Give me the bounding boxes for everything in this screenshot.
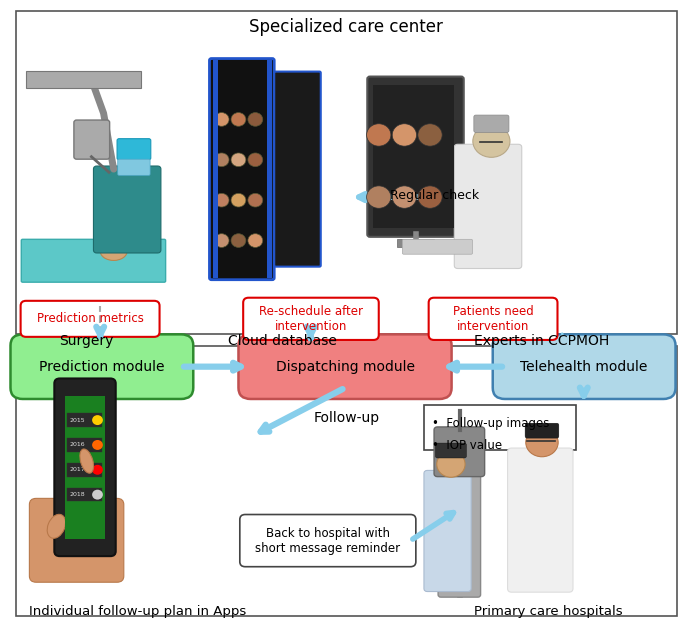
Circle shape xyxy=(214,153,229,167)
FancyBboxPatch shape xyxy=(21,240,166,282)
FancyBboxPatch shape xyxy=(93,166,161,253)
FancyBboxPatch shape xyxy=(438,437,481,597)
Text: 2016: 2016 xyxy=(69,442,85,447)
Bar xyxy=(397,240,434,246)
FancyBboxPatch shape xyxy=(243,298,379,340)
FancyBboxPatch shape xyxy=(274,72,321,266)
Circle shape xyxy=(418,124,442,146)
Circle shape xyxy=(92,465,103,475)
FancyBboxPatch shape xyxy=(54,379,116,556)
Text: Primary care hospitals: Primary care hospitals xyxy=(475,605,623,618)
Bar xyxy=(23,45,168,306)
FancyBboxPatch shape xyxy=(508,448,573,592)
Bar xyxy=(424,405,575,450)
Bar xyxy=(26,71,140,89)
Bar xyxy=(266,61,272,278)
Circle shape xyxy=(214,112,229,126)
FancyBboxPatch shape xyxy=(424,470,471,592)
Text: Re-schedule after
intervention: Re-schedule after intervention xyxy=(259,305,363,333)
Circle shape xyxy=(231,193,246,207)
FancyArrowPatch shape xyxy=(307,327,314,338)
Circle shape xyxy=(231,234,246,247)
Ellipse shape xyxy=(473,125,510,157)
Bar xyxy=(16,11,677,334)
Circle shape xyxy=(92,440,103,450)
FancyArrowPatch shape xyxy=(97,327,104,336)
FancyBboxPatch shape xyxy=(117,139,151,160)
FancyBboxPatch shape xyxy=(429,298,558,340)
FancyArrowPatch shape xyxy=(449,363,502,371)
Circle shape xyxy=(214,234,229,247)
Text: Patients need
intervention: Patients need intervention xyxy=(453,305,534,333)
Circle shape xyxy=(92,415,103,425)
Circle shape xyxy=(248,112,263,126)
Text: Follow-up: Follow-up xyxy=(313,411,379,424)
Text: Prediction metrics: Prediction metrics xyxy=(36,313,144,325)
FancyArrowPatch shape xyxy=(184,363,241,371)
Text: Surgery: Surgery xyxy=(60,334,114,348)
Text: 2018: 2018 xyxy=(69,492,85,497)
Circle shape xyxy=(214,193,229,207)
FancyArrowPatch shape xyxy=(413,512,453,539)
Text: Regular check: Regular check xyxy=(390,188,480,202)
Circle shape xyxy=(248,153,263,167)
Text: 2015: 2015 xyxy=(69,417,85,422)
FancyBboxPatch shape xyxy=(454,144,522,268)
Text: Cloud database: Cloud database xyxy=(228,334,337,348)
FancyBboxPatch shape xyxy=(367,77,464,237)
Bar xyxy=(213,61,219,278)
Bar xyxy=(67,488,102,502)
Ellipse shape xyxy=(437,451,465,477)
FancyArrowPatch shape xyxy=(580,388,588,396)
Circle shape xyxy=(248,193,263,207)
FancyBboxPatch shape xyxy=(10,334,193,399)
Bar xyxy=(373,85,454,228)
Text: •  IOP value: • IOP value xyxy=(432,439,502,452)
Text: Experts in CCPMOH: Experts in CCPMOH xyxy=(474,334,610,348)
FancyArrowPatch shape xyxy=(260,389,342,432)
FancyBboxPatch shape xyxy=(210,59,274,280)
FancyBboxPatch shape xyxy=(29,499,124,582)
Ellipse shape xyxy=(100,242,127,260)
Text: 2017: 2017 xyxy=(69,467,85,472)
Text: Back to hospital with
short message reminder: Back to hospital with short message remi… xyxy=(256,527,401,555)
Ellipse shape xyxy=(80,449,94,473)
Circle shape xyxy=(92,490,103,500)
Text: •  Follow-up images: • Follow-up images xyxy=(432,417,549,429)
Bar xyxy=(67,438,102,452)
FancyBboxPatch shape xyxy=(434,427,485,477)
FancyBboxPatch shape xyxy=(493,334,675,399)
FancyBboxPatch shape xyxy=(21,301,160,337)
FancyBboxPatch shape xyxy=(436,443,466,458)
Ellipse shape xyxy=(526,428,558,457)
Ellipse shape xyxy=(119,147,149,172)
Circle shape xyxy=(231,153,246,167)
Text: Dispatching module: Dispatching module xyxy=(275,359,414,374)
Ellipse shape xyxy=(47,514,66,539)
Bar xyxy=(16,346,677,617)
FancyBboxPatch shape xyxy=(118,159,150,175)
Text: Individual follow-up plan in Apps: Individual follow-up plan in Apps xyxy=(29,605,246,618)
Bar xyxy=(65,396,105,539)
FancyBboxPatch shape xyxy=(402,240,473,254)
FancyBboxPatch shape xyxy=(74,120,110,159)
Circle shape xyxy=(366,124,391,146)
Circle shape xyxy=(393,186,416,208)
FancyBboxPatch shape xyxy=(238,334,451,399)
FancyBboxPatch shape xyxy=(474,115,509,132)
FancyBboxPatch shape xyxy=(240,515,416,567)
Text: Specialized care center: Specialized care center xyxy=(249,19,443,36)
Bar xyxy=(67,413,102,427)
Text: Telehealth module: Telehealth module xyxy=(521,359,648,374)
Circle shape xyxy=(393,124,416,146)
Text: Prediction module: Prediction module xyxy=(39,359,164,374)
Bar xyxy=(67,463,102,477)
Circle shape xyxy=(366,186,391,208)
FancyArrowPatch shape xyxy=(359,193,425,200)
Circle shape xyxy=(231,112,246,126)
Circle shape xyxy=(248,234,263,247)
FancyBboxPatch shape xyxy=(525,423,559,438)
Circle shape xyxy=(418,186,442,208)
